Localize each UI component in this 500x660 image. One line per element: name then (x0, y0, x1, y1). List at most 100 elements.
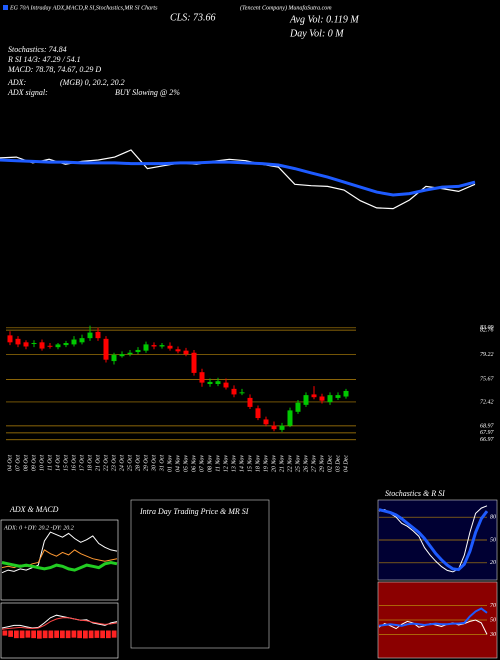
candle-body (327, 395, 333, 403)
bar (100, 630, 105, 639)
series-line (378, 607, 488, 627)
candle-body (271, 425, 277, 430)
candle-body (263, 419, 269, 425)
panel-title: Intra Day Trading Price & MR SI (139, 507, 249, 516)
x-tick-label: 17 Oct (79, 455, 85, 471)
adx-text: ADX: (7, 78, 27, 87)
y-tick-label: 20 (490, 560, 496, 566)
x-tick-label: 05 Nov (183, 455, 189, 473)
x-tick-label: 04 Dec (342, 455, 349, 472)
x-tick-label: 24 Oct (118, 455, 125, 471)
candle-body (231, 388, 237, 395)
x-tick-label: 15 Nov (247, 455, 253, 473)
candle-body (143, 344, 149, 351)
candle-body (111, 354, 117, 362)
candle-body (39, 342, 45, 349)
candle-body (255, 408, 261, 419)
y-tick-label: 50 (490, 617, 496, 623)
bar (60, 630, 65, 639)
intraday-frame (130, 499, 270, 649)
x-tick-label: 29 Oct (143, 455, 149, 471)
candle-body (7, 335, 13, 343)
x-tick-label: 10 Oct (39, 455, 45, 471)
candle-body (71, 339, 77, 345)
x-tick-label: 15 Oct (63, 455, 69, 471)
candle-body (207, 381, 213, 384)
candle-body (335, 395, 341, 398)
x-tick-label: 04 Nov (174, 455, 181, 473)
candle-body (183, 350, 189, 355)
bar (83, 630, 88, 639)
bar (2, 630, 8, 636)
candle-body (303, 395, 309, 405)
bar (48, 630, 54, 639)
mgb-text: (MGB) 0, 20.2, 20.2 (60, 78, 125, 87)
candle-body (319, 396, 325, 401)
candle-body (119, 354, 125, 357)
x-tick-label: 13 Nov (231, 455, 237, 473)
x-tick-label: 03 Dec (335, 455, 341, 472)
x-tick-label: 28 Oct (135, 455, 141, 471)
bar (54, 630, 59, 638)
candle-body (87, 332, 93, 339)
x-tick-label: 22 Nov (287, 455, 293, 473)
candle-body (103, 338, 109, 360)
rsi-text: R SI 14/3: 47.29 / 54.1 (7, 55, 81, 64)
header-left: EG 70A Intraday ADX,MACD,R SI,Stochastic… (9, 5, 158, 11)
x-tick-label: 02 Dec (327, 455, 333, 472)
x-tick-label: 25 Nov (295, 455, 301, 473)
header-company: (Tencent Company) MunafaSutra.com (240, 4, 332, 11)
x-tick-label: 21 Oct (95, 455, 101, 471)
stoch-text: Stochastics: 74.84 (8, 45, 67, 54)
panel-title: ADX & MACD (9, 505, 59, 514)
candle-body (159, 345, 165, 347)
candle-body (311, 394, 317, 398)
panel-label: ADX: 0 +DY: 20.2 -DY: 20.2 (3, 525, 74, 531)
x-tick-label: 08 Oct (23, 455, 29, 471)
candle-body (287, 410, 293, 426)
x-tick-label: 27 Nov (311, 455, 317, 473)
y-tick-label: 66.97 (480, 437, 495, 443)
x-tick-label: 16 Oct (71, 455, 77, 471)
x-tick-label: 21 Nov (279, 455, 285, 473)
candle-body (135, 349, 141, 353)
buy-text: BUY Slowing @ 2% (115, 88, 180, 97)
x-tick-label: 23 Oct (111, 455, 117, 471)
x-tick-label: 30 Oct (151, 455, 157, 472)
x-tick-label: 25 Oct (127, 455, 133, 471)
x-tick-label: 11 Oct (47, 455, 53, 471)
series-line (1, 560, 118, 572)
bar (106, 630, 111, 639)
series-line (0, 158, 476, 197)
x-tick-label: 14 Oct (54, 455, 61, 471)
bar (14, 630, 19, 639)
x-tick-label: 14 Nov (238, 455, 245, 473)
y-tick-label: 68.97 (480, 423, 495, 429)
candle-body (47, 345, 53, 347)
candle-body (15, 338, 21, 345)
x-tick-label: 20 Nov (271, 455, 277, 473)
series-line (378, 505, 488, 573)
x-tick-label: 26 Nov (303, 455, 309, 473)
candle-body (279, 425, 285, 430)
y-tick-label: 80 (490, 515, 496, 521)
x-tick-label: 06 Nov (191, 455, 197, 473)
candle-body (247, 397, 253, 407)
x-tick-label: 09 Oct (31, 455, 37, 471)
x-tick-label: 07 Oct (15, 455, 21, 471)
series-line (1, 617, 118, 630)
candle-body (223, 382, 229, 388)
series-line (378, 508, 489, 572)
x-tick-label: 18 Oct (87, 455, 93, 471)
candle-body (23, 342, 29, 347)
y-tick-label: 82.76 (480, 327, 494, 333)
candle-body (55, 344, 61, 348)
x-tick-label: 29 Nov (319, 455, 325, 473)
series-line (0, 149, 476, 210)
x-tick-label: 11 Nov (215, 455, 221, 472)
y-tick-label: 75.67 (480, 377, 495, 383)
candle-body (239, 392, 245, 394)
y-tick-label: 79.22 (480, 352, 494, 358)
candle-body (175, 349, 181, 352)
bar (31, 630, 36, 639)
